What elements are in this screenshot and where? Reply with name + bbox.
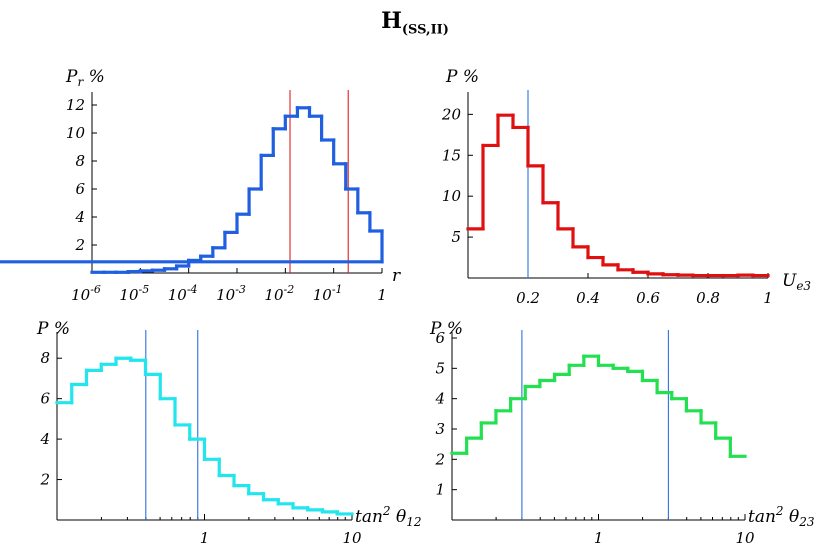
x-tick-label: 1 xyxy=(200,529,210,547)
x-tick-label: 10-4 xyxy=(168,283,198,304)
y-tick-label: 10 xyxy=(442,187,462,205)
x-axis-title: r xyxy=(392,266,401,286)
y-tick-label: 15 xyxy=(442,146,461,164)
y-axis-title: P % xyxy=(36,319,70,339)
figure-title: H(SS,II) xyxy=(0,8,830,37)
x-tick-label: 0.6 xyxy=(636,289,660,307)
figure-title-main: H xyxy=(381,8,402,34)
x-axis-title: tan2 θ23 xyxy=(748,504,815,529)
x-tick-label: 10-1 xyxy=(313,283,343,304)
x-tick-label: 10-6 xyxy=(71,283,101,304)
y-tick-label: 1 xyxy=(435,481,445,499)
y-tick-label: 3 xyxy=(435,420,445,438)
x-tick-label: 0.4 xyxy=(576,289,600,307)
chart-panel-4: 1 2 3 4 5 6 1 10 xyxy=(434,329,755,547)
x-tick-exponent: -2 xyxy=(284,283,295,296)
y-tick-label: 6 xyxy=(435,329,445,347)
x-axis-title: Ue3 xyxy=(782,271,811,293)
x-tick-label: 1 xyxy=(377,286,387,304)
y-axis-title: P % xyxy=(445,67,479,87)
y-tick-label: 6 xyxy=(40,390,50,408)
x-axis-title: tan2 θ12 xyxy=(355,504,421,529)
x-tick-label: 1 xyxy=(594,529,604,547)
x-tick-label: 10-2 xyxy=(264,283,294,304)
x-tick-exponent: -4 xyxy=(187,283,198,296)
y-tick-label: 8 xyxy=(75,152,85,170)
y-tick-label: 2 xyxy=(74,236,85,254)
x-tick-label: 10-5 xyxy=(119,283,149,304)
y-axis-title: Pr % xyxy=(65,67,105,89)
y-tick-label: 4 xyxy=(434,390,445,408)
chart-panel-2: 5 10 15 20 0.2 0.4 0.6 0.8 1 xyxy=(441,90,773,307)
y-tick-label: 5 xyxy=(435,359,445,377)
y-tick-label: 4 xyxy=(39,430,50,448)
x-tick-exponent: -3 xyxy=(235,283,246,296)
chart-panel-3: 2 4 6 8 1 10 xyxy=(39,330,362,547)
y-tick-label: 4 xyxy=(74,208,85,226)
chart-panel-1: 2 4 6 8 10 12 10-6 10-5 10-4 10-3 10-2 10-1 1 xyxy=(0,90,387,304)
y-tick-label: 12 xyxy=(66,96,85,114)
y-tick-label: 20 xyxy=(441,105,462,123)
y-tick-label: 2 xyxy=(434,450,445,468)
x-tick-label: 0.2 xyxy=(516,289,540,307)
y-tick-label: 8 xyxy=(40,349,50,367)
y-tick-label: 6 xyxy=(75,180,85,198)
y-axis-title: P % xyxy=(429,319,463,339)
y-tick-label: 10 xyxy=(66,124,86,142)
x-tick-label: 1 xyxy=(763,289,773,307)
x-tick-exponent: -1 xyxy=(332,283,343,296)
y-tick-label: 2 xyxy=(39,471,50,489)
x-tick-label: 10-3 xyxy=(216,283,246,304)
x-tick-label: 10 xyxy=(735,529,755,547)
x-tick-exponent: -5 xyxy=(139,283,150,296)
y-tick-label: 5 xyxy=(451,228,461,246)
x-tick-exponent: -6 xyxy=(90,283,101,296)
x-tick-label: 10 xyxy=(342,529,362,547)
x-tick-label: 0.8 xyxy=(696,289,720,307)
figure-title-subscript: (SS,II) xyxy=(401,22,449,38)
